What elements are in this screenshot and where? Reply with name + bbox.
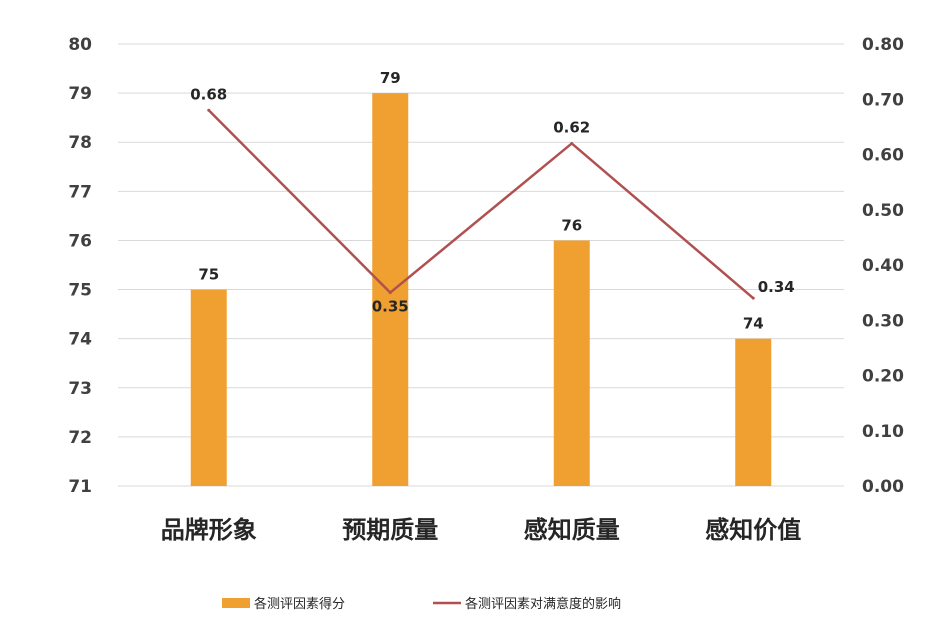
data-labels: 75 79 76 74 0.68 0.35 0.62 0.34	[190, 69, 795, 333]
line-path	[207, 109, 755, 300]
line-data-label: 0.35	[372, 298, 409, 316]
right-tick-label: 0.00	[862, 477, 904, 497]
right-tick-label: 0.60	[862, 146, 904, 166]
line-point	[207, 108, 211, 112]
bar	[190, 289, 227, 486]
left-tick-label: 79	[68, 84, 92, 104]
left-tick-label: 78	[68, 133, 92, 153]
left-tick-label: 76	[68, 231, 92, 251]
bar-data-label: 79	[380, 69, 401, 87]
bar	[735, 338, 772, 486]
left-tick-label: 73	[68, 379, 92, 399]
line-data-label: 0.34	[758, 278, 795, 296]
bar-data-label: 74	[743, 315, 764, 333]
right-tick-label: 0.50	[862, 201, 904, 221]
left-tick-label: 71	[68, 477, 92, 497]
legend: 各测评因素得分 各测评因素对满意度的影响	[222, 596, 621, 612]
line-data-label: 0.68	[190, 85, 227, 103]
category-labels: 品牌形象 预期质量 感知质量 感知价值	[161, 516, 802, 544]
category-label: 感知价值	[705, 516, 801, 544]
right-tick-label: 0.30	[862, 311, 904, 331]
line-point	[751, 296, 755, 300]
bar-data-label: 75	[198, 266, 219, 284]
left-tick-label: 75	[68, 281, 92, 301]
gridlines	[118, 43, 844, 487]
left-tick-label: 72	[68, 428, 92, 448]
legend-bar-label: 各测评因素得分	[254, 596, 345, 612]
category-label: 预期质量	[342, 516, 438, 544]
category-label: 感知质量	[524, 516, 620, 544]
right-tick-label: 0.80	[862, 35, 904, 55]
left-tick-label: 77	[68, 182, 92, 202]
bar	[372, 93, 409, 486]
legend-line-label: 各测评因素对满意度的影响	[465, 596, 621, 612]
right-axis-ticks: 0.00 0.10 0.20 0.30 0.40 0.50 0.60 0.70 0.80	[862, 35, 904, 497]
right-tick-label: 0.20	[862, 367, 904, 387]
left-axis-ticks: 71 72 73 74 75 76 77 78 79 80	[68, 35, 92, 497]
line-series	[207, 108, 755, 300]
legend-bar-swatch	[222, 598, 250, 608]
right-tick-label: 0.40	[862, 256, 904, 276]
bar	[553, 240, 590, 486]
line-point	[388, 291, 392, 295]
line-data-label: 0.62	[553, 118, 590, 136]
bar-data-label: 76	[561, 216, 582, 234]
right-tick-label: 0.70	[862, 90, 904, 110]
left-tick-label: 80	[68, 35, 92, 55]
right-tick-label: 0.10	[862, 422, 904, 442]
bar-series	[190, 93, 772, 486]
category-label: 品牌形象	[161, 516, 257, 544]
left-tick-label: 74	[68, 330, 92, 350]
line-point	[570, 141, 574, 145]
